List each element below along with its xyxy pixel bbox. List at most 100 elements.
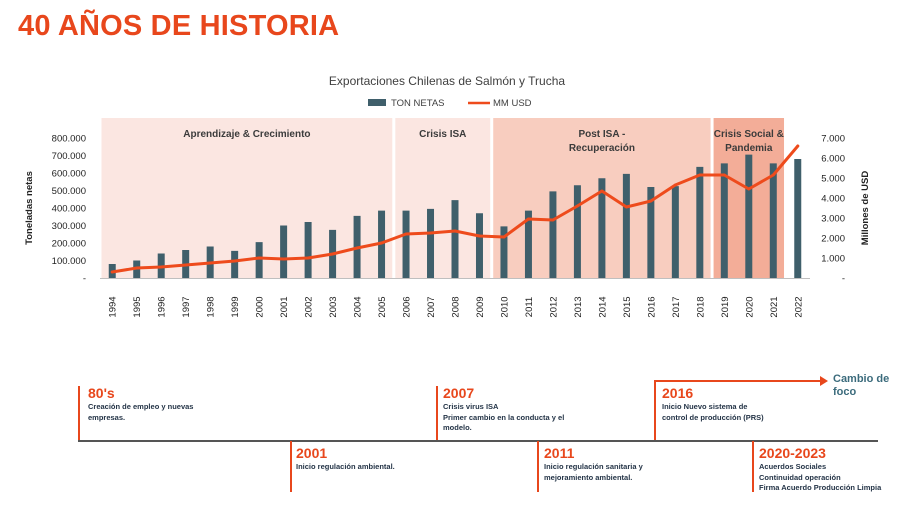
timeline-marker-2016 bbox=[654, 380, 656, 440]
period-band bbox=[395, 118, 491, 278]
cambio-de-foco-label: Cambio de foco bbox=[833, 373, 890, 398]
timeline-axis bbox=[78, 440, 878, 442]
x-tick-label: 1999 bbox=[230, 296, 241, 317]
event-2007: 2007 Crisis virus ISA Primer cambio en l… bbox=[443, 386, 564, 434]
y-tick-label: 700.000 bbox=[52, 151, 86, 162]
x-tick-label: 2019 bbox=[720, 296, 731, 317]
bar-ton-netas bbox=[598, 178, 606, 278]
period-label: Pandemia bbox=[725, 143, 773, 154]
x-tick-label: 2010 bbox=[499, 296, 510, 317]
bar-ton-netas bbox=[524, 210, 532, 278]
event-desc: Inicio regulación sanitaria y bbox=[544, 462, 643, 471]
line-point-mm-usd bbox=[747, 187, 751, 191]
bar-ton-netas bbox=[745, 154, 753, 278]
exports-chart: Aprendizaje & Crecimiento Crisis ISA Post … bbox=[24, 74, 871, 318]
bar-ton-netas bbox=[794, 159, 802, 278]
timeline-marker-2011 bbox=[537, 441, 539, 492]
y-tick-label: 600.000 bbox=[52, 169, 86, 180]
x-tick-label: 2018 bbox=[695, 296, 706, 317]
legend-line-label: MM USD bbox=[493, 98, 532, 109]
x-tick-label: 2014 bbox=[597, 296, 608, 317]
event-year: 2020-2023 bbox=[759, 445, 826, 461]
x-tick-label: 2022 bbox=[793, 296, 804, 317]
y2-tick-label: 6.000 bbox=[821, 154, 845, 165]
y-tick-label: 300.000 bbox=[52, 221, 86, 232]
line-point-mm-usd bbox=[135, 266, 139, 270]
x-tick-label: 2004 bbox=[353, 296, 364, 317]
event-desc: Firma Acuerdo Producción Limpia bbox=[759, 483, 882, 492]
line-point-mm-usd bbox=[380, 241, 383, 245]
y-tick-label: 400.000 bbox=[52, 204, 86, 215]
y2-tick-label: 7.000 bbox=[821, 134, 845, 145]
event-year: 2016 bbox=[662, 385, 694, 401]
event-year: 80's bbox=[88, 385, 115, 401]
x-tick-label: 2005 bbox=[377, 296, 388, 317]
period-label: Recuperación bbox=[569, 143, 635, 154]
legend-bar-label: TON NETAS bbox=[391, 98, 445, 109]
line-point-mm-usd bbox=[551, 218, 555, 222]
cambio-arrow-head bbox=[820, 376, 828, 386]
x-tick-label: 1995 bbox=[132, 296, 143, 317]
line-point-mm-usd bbox=[649, 199, 653, 203]
timeline-marker-2020 bbox=[752, 441, 754, 492]
event-80s: 80's Creación de empleo y nuevas empresa… bbox=[88, 386, 193, 423]
x-tick-label: 2021 bbox=[769, 296, 780, 317]
event-2016: 2016 Inicio Nuevo sistema de control de … bbox=[662, 386, 764, 423]
period-label: Crisis ISA bbox=[419, 129, 466, 140]
bar-ton-netas bbox=[769, 163, 777, 278]
event-2001: 2001 Inicio regulación ambiental. bbox=[296, 446, 395, 473]
x-tick-label: 2008 bbox=[451, 296, 462, 317]
y-tick-label: 100.000 bbox=[52, 256, 86, 267]
line-point-mm-usd bbox=[600, 189, 604, 193]
page-title: 40 AÑOS DE HISTORIA bbox=[18, 10, 340, 42]
line-point-mm-usd bbox=[576, 204, 579, 208]
line-point-mm-usd bbox=[331, 252, 334, 256]
event-desc: control de producción (PRS) bbox=[662, 412, 764, 422]
x-tick-label: 2015 bbox=[622, 296, 633, 317]
bar-ton-netas bbox=[720, 163, 728, 278]
line-point-mm-usd bbox=[208, 261, 212, 265]
x-tick-label: 2000 bbox=[255, 296, 266, 317]
x-tick-label: 2009 bbox=[475, 296, 486, 317]
chart-title: Exportaciones Chilenas de Salmón y Truch… bbox=[329, 74, 565, 88]
x-tick-label: 2016 bbox=[646, 296, 657, 317]
line-point-mm-usd bbox=[796, 144, 800, 148]
period-band bbox=[101, 118, 393, 278]
y2-tick-label: 2.000 bbox=[821, 234, 845, 245]
x-tick-label: 1996 bbox=[157, 296, 168, 317]
x-tick-label: 1998 bbox=[206, 296, 217, 317]
y-tick-label: 200.000 bbox=[52, 239, 86, 250]
event-year: 2007 bbox=[443, 385, 475, 401]
bar-ton-netas bbox=[427, 208, 435, 278]
x-tick-label: 2002 bbox=[304, 296, 315, 317]
event-desc: Crisis virus ISA bbox=[443, 402, 499, 411]
x-tick-label: 2001 bbox=[279, 296, 290, 317]
event-desc: Continuidad operación bbox=[759, 472, 841, 482]
timeline-marker-80s bbox=[78, 386, 80, 440]
event-desc: Acuerdos Sociales bbox=[759, 462, 827, 471]
x-tick-label: 2007 bbox=[426, 296, 437, 317]
legend-bar-swatch bbox=[368, 99, 386, 106]
event-desc: Creación de empleo y nuevas bbox=[88, 402, 194, 411]
event-desc: mejoramiento ambiental. bbox=[544, 472, 633, 482]
line-point-mm-usd bbox=[184, 263, 188, 267]
timeline-marker-2007 bbox=[436, 386, 438, 440]
period-label: Post ISA - bbox=[578, 129, 625, 140]
bar-ton-netas bbox=[696, 166, 704, 278]
timeline-marker-2001 bbox=[290, 441, 292, 492]
line-point-mm-usd bbox=[257, 256, 261, 260]
bar-ton-netas bbox=[402, 210, 410, 278]
x-tick-label: 2011 bbox=[524, 297, 535, 317]
y-tick-label: 500.000 bbox=[52, 186, 86, 197]
bar-ton-netas bbox=[451, 200, 459, 278]
line-point-mm-usd bbox=[429, 231, 432, 235]
y2-tick-label: 3.000 bbox=[821, 214, 845, 225]
x-tick-label: 2003 bbox=[328, 296, 339, 317]
line-point-mm-usd bbox=[527, 217, 530, 221]
x-tick-label: 2020 bbox=[744, 296, 755, 317]
x-tick-label: 1994 bbox=[108, 296, 119, 317]
line-point-mm-usd bbox=[771, 173, 775, 177]
bar-ton-netas bbox=[475, 213, 483, 278]
bar-ton-netas bbox=[573, 185, 581, 278]
event-2011: 2011 Inicio regulación sanitaria y mejor… bbox=[544, 446, 643, 483]
